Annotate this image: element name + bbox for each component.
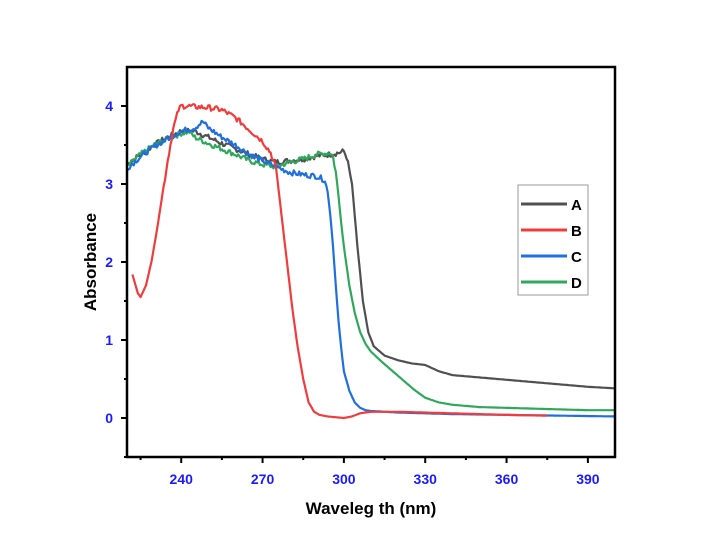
y-tick-label: 1 xyxy=(105,332,113,348)
legend-label-c: C xyxy=(571,249,582,266)
x-tick-label: 390 xyxy=(576,471,600,487)
series-line-b xyxy=(131,102,548,420)
y-axis-ticks: 0 1 2 3 4 xyxy=(105,98,127,458)
x-tick-label: 240 xyxy=(170,471,194,487)
legend-label-b: B xyxy=(571,223,582,240)
x-tick-label: 270 xyxy=(251,471,275,487)
x-axis-title: Waveleg th (nm) xyxy=(306,499,437,518)
series-line-a xyxy=(126,127,616,390)
legend-label-a: A xyxy=(571,197,582,214)
y-tick-label: 4 xyxy=(105,98,113,114)
x-tick-label: 330 xyxy=(414,471,438,487)
x-axis-ticks: 240 270 300 330 360 390 xyxy=(139,457,600,487)
series-layer xyxy=(126,102,616,420)
x-tick-label: 300 xyxy=(332,471,356,487)
y-tick-label: 2 xyxy=(105,254,113,270)
series-line-d xyxy=(127,129,615,412)
y-axis-title: Absorbance xyxy=(81,213,100,311)
y-tick-label: 3 xyxy=(105,176,113,192)
y-tick-label: 0 xyxy=(105,410,113,426)
legend-label-d: D xyxy=(571,275,582,292)
x-tick-label: 360 xyxy=(495,471,519,487)
